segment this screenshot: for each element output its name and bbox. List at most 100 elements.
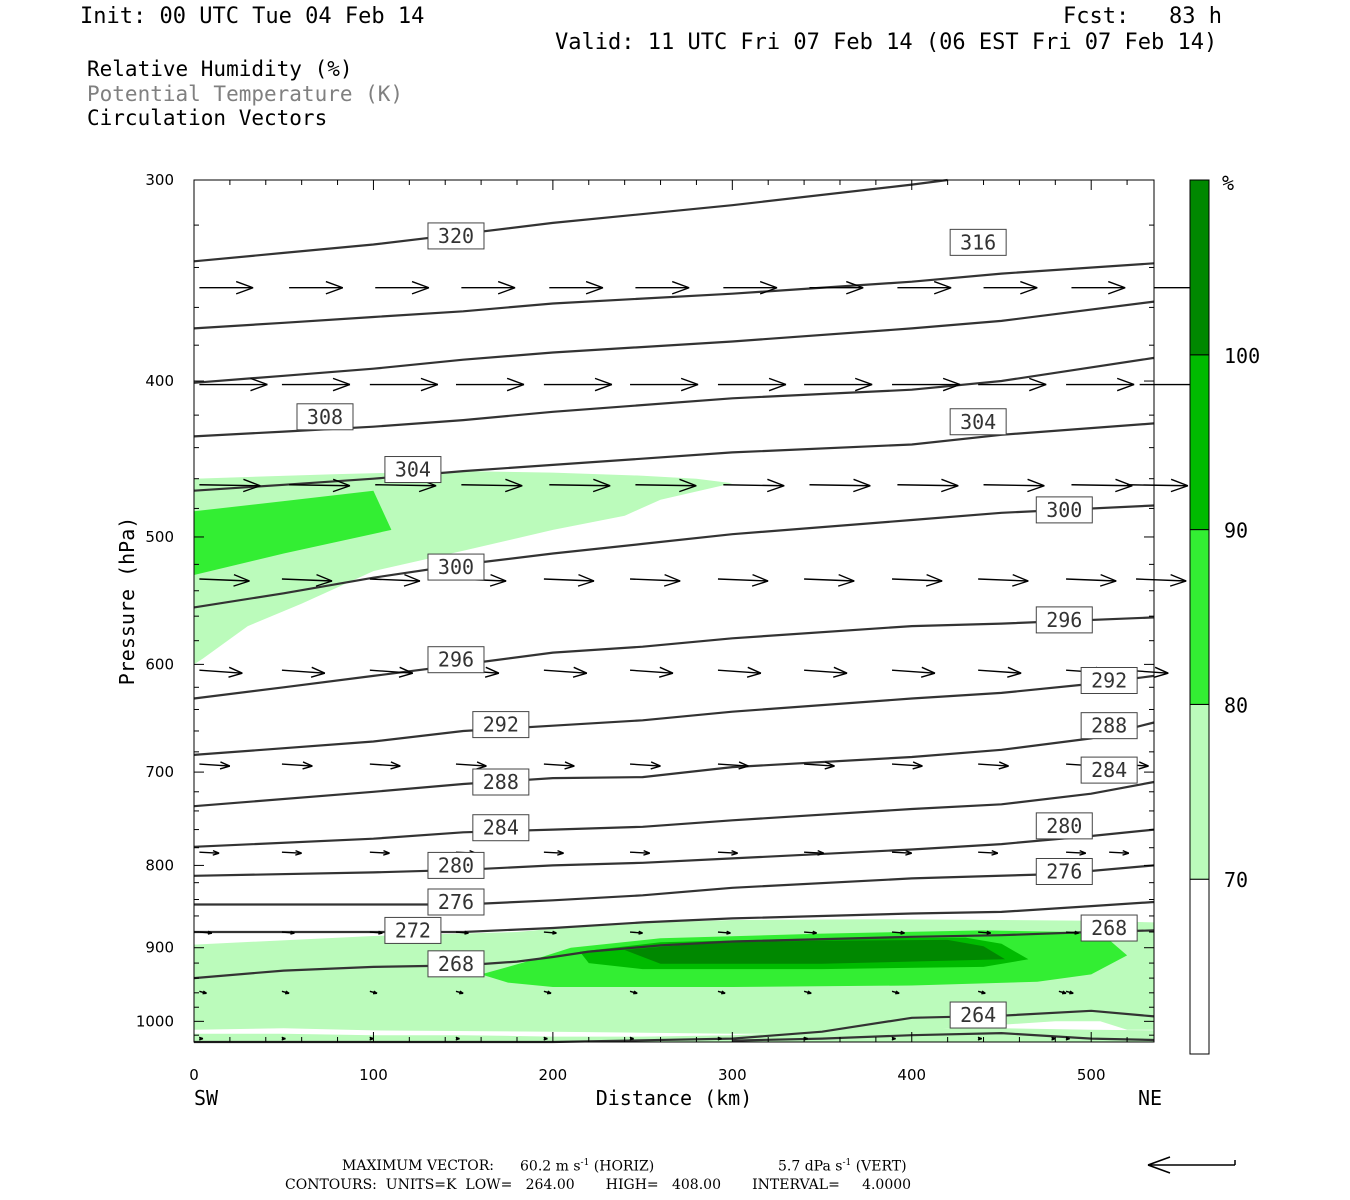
vector-8-2	[369, 990, 378, 995]
vector-8-10	[1065, 990, 1074, 995]
vector-1-10	[1066, 377, 1135, 392]
vector-7-7	[804, 930, 817, 935]
vector-9-6	[717, 1036, 722, 1041]
vector-1-2	[369, 377, 439, 392]
vector-4-7	[804, 666, 848, 678]
vector-0-9	[983, 280, 1038, 295]
contour-label-316-1: 316	[949, 228, 1007, 256]
colorbar-label-90: 90	[1224, 519, 1248, 543]
colorbar-segment-3	[1189, 354, 1210, 531]
vector-5-9	[978, 761, 1009, 770]
vector-7-9	[978, 930, 991, 935]
contour-label-264-22: 264	[949, 1001, 1007, 1029]
vector-4-5	[629, 666, 674, 678]
vector-3-5	[630, 573, 681, 587]
svg-text:280: 280	[1046, 814, 1082, 838]
vector-2-5	[635, 478, 697, 493]
vector-7-6	[717, 930, 731, 935]
theta-contour-296-9	[193, 616, 1155, 700]
xtick-label-400: 400	[897, 1066, 926, 1084]
x-axis-label: Distance (km)	[596, 1086, 753, 1110]
vector-4-2	[369, 666, 414, 678]
legend-vectors: Circulation Vectors	[87, 106, 328, 130]
contour-label-268-20: 268	[1080, 914, 1138, 942]
svg-text:280: 280	[438, 853, 474, 877]
plot-frame	[193, 179, 1155, 1043]
svg-text:284: 284	[483, 816, 519, 840]
vector-9-5	[629, 1036, 634, 1041]
vector-9-1	[281, 1036, 286, 1041]
vector-0-5	[635, 280, 690, 295]
max-vert-value: 5.7 dPa s-1 (VERT)	[778, 1158, 907, 1175]
contour-label-284-15: 284	[472, 814, 530, 842]
vector-2-6	[723, 478, 785, 493]
svg-text:320: 320	[438, 224, 474, 248]
contour-label-292-9: 292	[1080, 666, 1138, 694]
vector-2-3	[461, 478, 523, 493]
rh-shading	[194, 471, 1154, 1042]
vector-6-0	[199, 849, 220, 856]
axes: 300 400 500 600 700 800 900 1000 0 100 200 300 400 50…	[115, 171, 1162, 1110]
vector-5-0	[199, 761, 231, 770]
vector-2-4	[549, 478, 611, 493]
vector-5-2	[369, 761, 401, 770]
vector-6-11	[1109, 849, 1130, 856]
colorbar-label-70: 70	[1224, 868, 1248, 892]
contour-label-304-4: 304	[384, 456, 442, 484]
colorbar-segment-2	[1189, 529, 1210, 705]
vector-2-9	[983, 478, 1045, 493]
vector-6-4	[543, 849, 564, 856]
contour-label-292-10: 292	[472, 711, 530, 739]
vector-0-1	[289, 280, 344, 295]
svg-text:316: 316	[960, 230, 996, 254]
vector-0-0	[199, 280, 254, 295]
vector-7-5	[629, 930, 643, 935]
xtick-label-0: 0	[189, 1066, 199, 1084]
vector-4-1	[281, 666, 326, 678]
contour-label-280-14: 280	[1035, 812, 1093, 840]
contour-labels: 320 316 308 304 304 300 300 296 296 292 292 288 284 2…	[296, 222, 1138, 1029]
x-end-label-right: NE	[1138, 1086, 1162, 1110]
svg-text:276: 276	[1046, 859, 1082, 883]
vector-9-3	[455, 1036, 460, 1041]
vector-7-1	[281, 930, 295, 935]
xtick-label-200: 200	[539, 1066, 568, 1084]
vector-9-4	[543, 1036, 548, 1041]
vector-0-2	[375, 280, 430, 295]
legend-rh: Relative Humidity (%)	[87, 57, 353, 81]
max-horiz-value: 60.2 m s-1 (HORIZ)	[520, 1158, 655, 1175]
svg-text:276: 276	[438, 890, 474, 914]
ytick-label-600: 600	[145, 655, 174, 673]
vector-2-1	[289, 478, 351, 493]
vector-5-5	[629, 761, 661, 770]
vector-5-7	[804, 761, 835, 770]
colorbar-segment-1	[1189, 703, 1210, 880]
vector-3-6	[717, 573, 769, 587]
vector-5-3	[455, 761, 487, 770]
vector-9-11	[1051, 1036, 1056, 1041]
ytick-label-1000: 1000	[136, 1012, 174, 1030]
svg-text:304: 304	[960, 410, 996, 434]
vector-8-11	[1058, 990, 1067, 995]
vector-2-7	[809, 478, 871, 493]
vector-9-0	[198, 1036, 204, 1041]
vector-2-0	[199, 478, 261, 493]
theta-contour-316-14	[193, 262, 1155, 330]
vector-4-6	[717, 666, 762, 678]
vector-3-2	[369, 573, 421, 587]
contour-label-272-19: 272	[384, 916, 442, 944]
vector-7-0	[199, 930, 213, 935]
x-end-label-left: SW	[194, 1086, 219, 1110]
vector-7-3	[455, 930, 469, 935]
vector-8-5	[629, 990, 638, 995]
vector-6-9	[978, 849, 999, 856]
vector-4-0	[199, 666, 243, 678]
contour-label-288-11: 288	[1080, 712, 1138, 740]
vector-4-4	[543, 666, 588, 678]
vector-0-4	[549, 280, 604, 295]
vector-2-10	[1071, 478, 1133, 493]
colorbar-label-80: 80	[1224, 693, 1248, 717]
vector-7-4	[543, 930, 557, 935]
vector-3-9	[978, 573, 1029, 587]
